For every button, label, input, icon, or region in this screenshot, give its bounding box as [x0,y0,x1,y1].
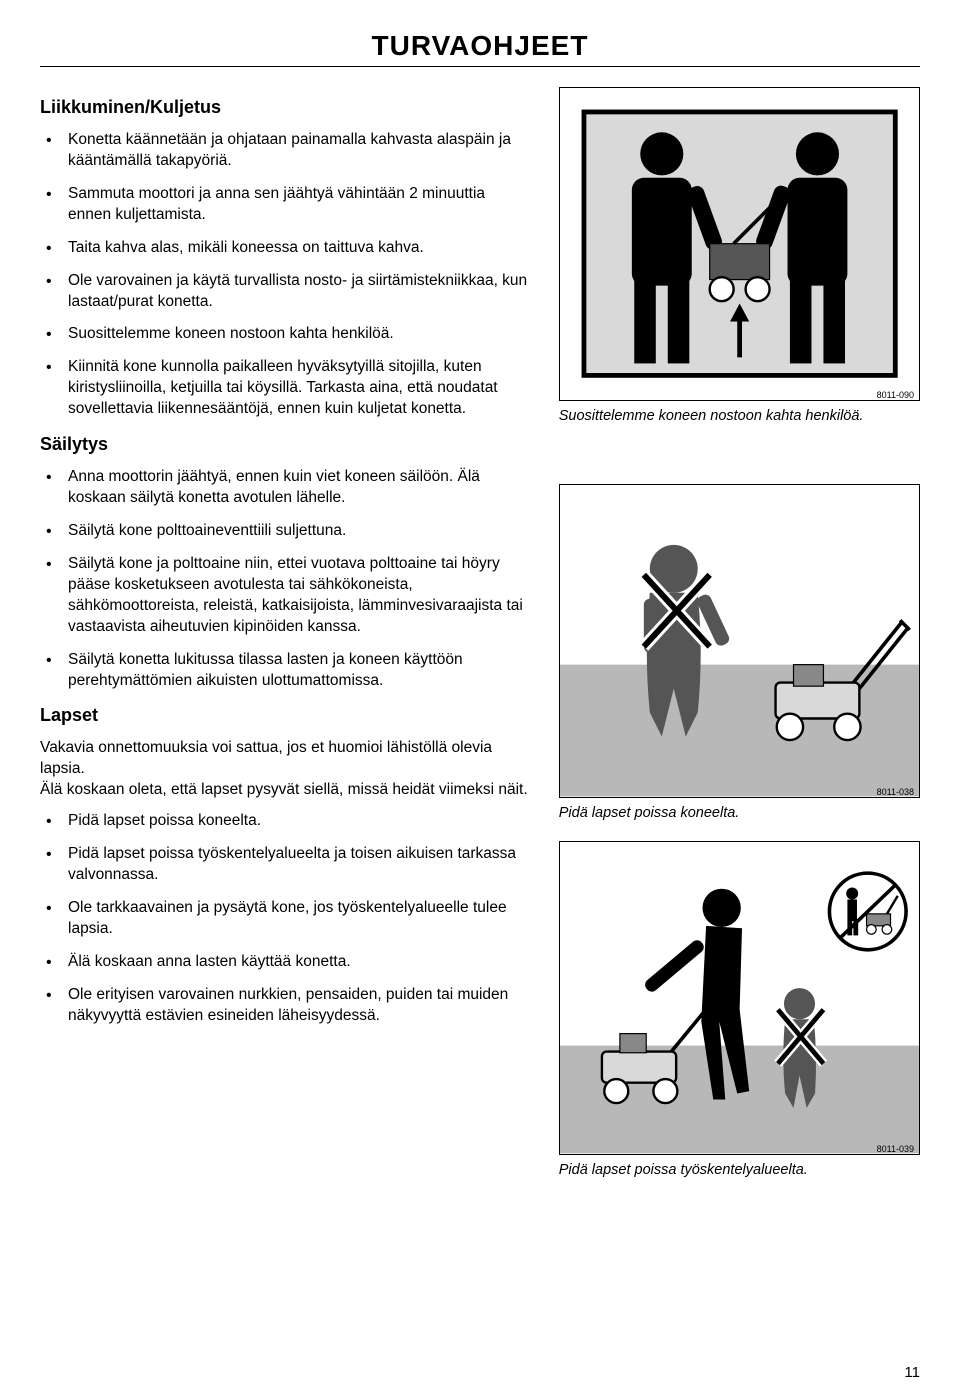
list-item: Sammuta moottori ja anna sen jäähtyä väh… [40,184,529,226]
list-item: Ole varovainen ja käytä turvallista nost… [40,271,529,313]
figure-1-id: 8011-090 [877,390,914,400]
list-item: Pidä lapset poissa koneelta. [40,811,529,832]
left-column: Liikkuminen/Kuljetus Konetta käännetään … [40,87,529,1180]
child-mower-warning-icon [560,485,919,796]
heading-children: Lapset [40,705,529,726]
figure-2-id: 8011-038 [877,787,914,797]
figure-2-caption: Pidä lapset poissa koneelta. [559,804,920,823]
figure-3-frame [559,841,920,1155]
list-item: Taita kahva alas, mikäli koneessa on tai… [40,238,529,259]
list-item: Säilytä konetta lukitussa tilassa lasten… [40,650,529,692]
list-item: Säilytä kone polttoaineventtiili suljett… [40,521,529,542]
list-item: Pidä lapset poissa työskentelyalueelta j… [40,844,529,886]
children-intro: Vakavia onnettomuuksia voi sattua, jos e… [40,738,529,801]
child-workarea-warning-icon [560,842,919,1153]
figure-1-caption: Suosittelemme koneen nostoon kahta henki… [559,407,920,426]
page-title: TURVAOHJEET [40,30,920,67]
figure-3-id: 8011-039 [877,1144,914,1154]
figure-1-frame [559,87,920,401]
children-list: Pidä lapset poissa koneelta. Pidä lapset… [40,811,529,1026]
figure-2: 8011-038 Pidä lapset poissa koneelta. [559,484,920,823]
list-item: Säilytä kone ja polttoaine niin, ettei v… [40,554,529,638]
right-column: 8011-090 Suosittelemme koneen nostoon ka… [559,87,920,1180]
content-columns: Liikkuminen/Kuljetus Konetta käännetään … [40,87,920,1180]
list-item: Anna moottorin jäähtyä, ennen kuin viet … [40,467,529,509]
list-item: Ole erityisen varovainen nurkkien, pensa… [40,985,529,1027]
heading-storage: Säilytys [40,434,529,455]
list-item: Älä koskaan anna lasten käyttää konetta. [40,952,529,973]
two-people-lifting-icon [560,88,919,399]
figure-2-frame [559,484,920,798]
transport-list: Konetta käännetään ja ohjataan painamall… [40,130,529,420]
figure-1: 8011-090 Suosittelemme koneen nostoon ka… [559,87,920,426]
list-item: Suosittelemme koneen nostoon kahta henki… [40,324,529,345]
list-item: Kiinnitä kone kunnolla paikalleen hyväks… [40,357,529,420]
list-item: Ole tarkkaavainen ja pysäytä kone, jos t… [40,898,529,940]
figure-3: 8011-039 Pidä lapset poissa työskentelya… [559,841,920,1180]
storage-list: Anna moottorin jäähtyä, ennen kuin viet … [40,467,529,691]
page-number: 11 [904,1364,920,1381]
heading-transport: Liikkuminen/Kuljetus [40,97,529,118]
list-item: Konetta käännetään ja ohjataan painamall… [40,130,529,172]
figure-3-caption: Pidä lapset poissa työskentelyalueelta. [559,1161,920,1180]
